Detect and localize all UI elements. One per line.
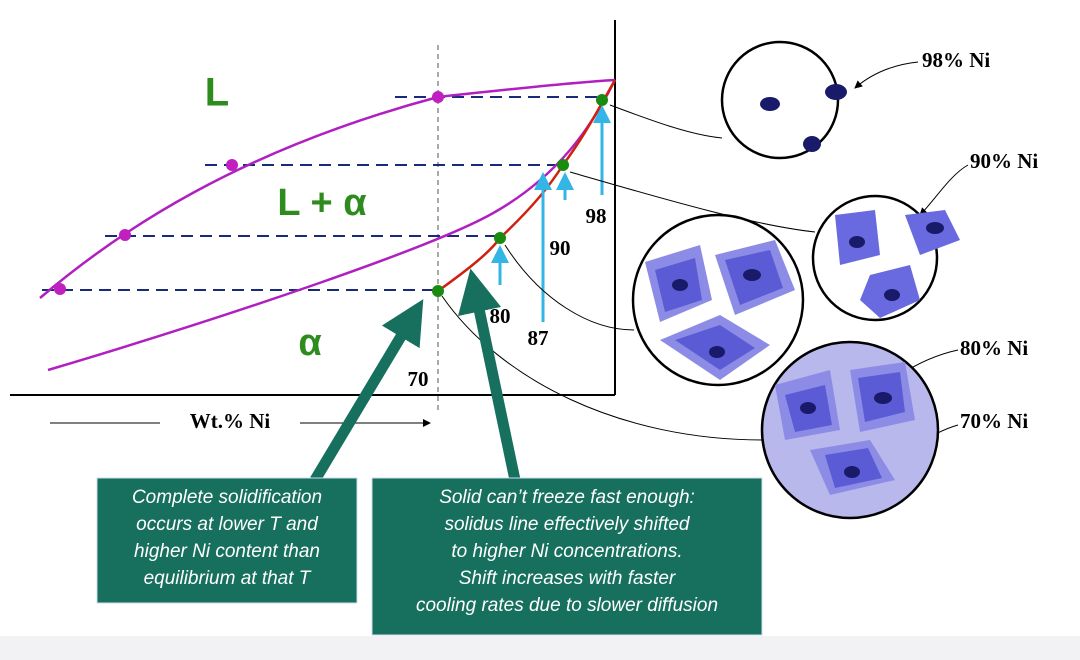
composition: 70 [408, 367, 429, 391]
callout-text: occurs at lower T and [136, 514, 319, 535]
callout-text: to higher Ni concentrations. [451, 541, 682, 562]
micrograph-label: 98% Ni [922, 48, 990, 72]
points [432, 94, 608, 297]
callout-arrow [310, 299, 424, 483]
callout-arrow [458, 268, 521, 482]
grain-core [672, 222, 944, 478]
callout-text: Complete solidification [132, 487, 322, 508]
tie-lines [42, 96, 602, 291]
callout-text: Solid can’t freeze fast enough: [439, 487, 695, 508]
axis-label: Wt.% Ni [190, 409, 271, 433]
callout-box [371, 477, 763, 636]
points [54, 91, 444, 295]
liquidus [39, 78, 616, 299]
footer-strip [0, 636, 1080, 660]
callout-text: solidus line effectively shifted [444, 514, 690, 535]
region-label: α [298, 322, 321, 364]
callout-text: equilibrium at that T [144, 568, 312, 589]
grain-core [760, 84, 847, 152]
callout-box [96, 477, 358, 604]
composition: 90 [550, 236, 571, 260]
connectors [441, 61, 969, 451]
nonequilibrium-solidus [437, 79, 617, 293]
callout-text: Shift increases with faster [459, 568, 676, 589]
micrograph-label: 90% Ni [970, 149, 1038, 173]
composition: 98 [586, 204, 607, 228]
micrograph-label: 80% Ni [960, 336, 1028, 360]
composition: 87 [528, 326, 549, 350]
composition: 80 [490, 304, 511, 328]
callout-text: higher Ni content than [134, 541, 320, 562]
callout-text: cooling rates due to slower diffusion [416, 595, 718, 616]
region-label: L [205, 71, 229, 115]
micrograph-label: 70% Ni [960, 409, 1028, 433]
region-label: L + α [277, 182, 366, 224]
